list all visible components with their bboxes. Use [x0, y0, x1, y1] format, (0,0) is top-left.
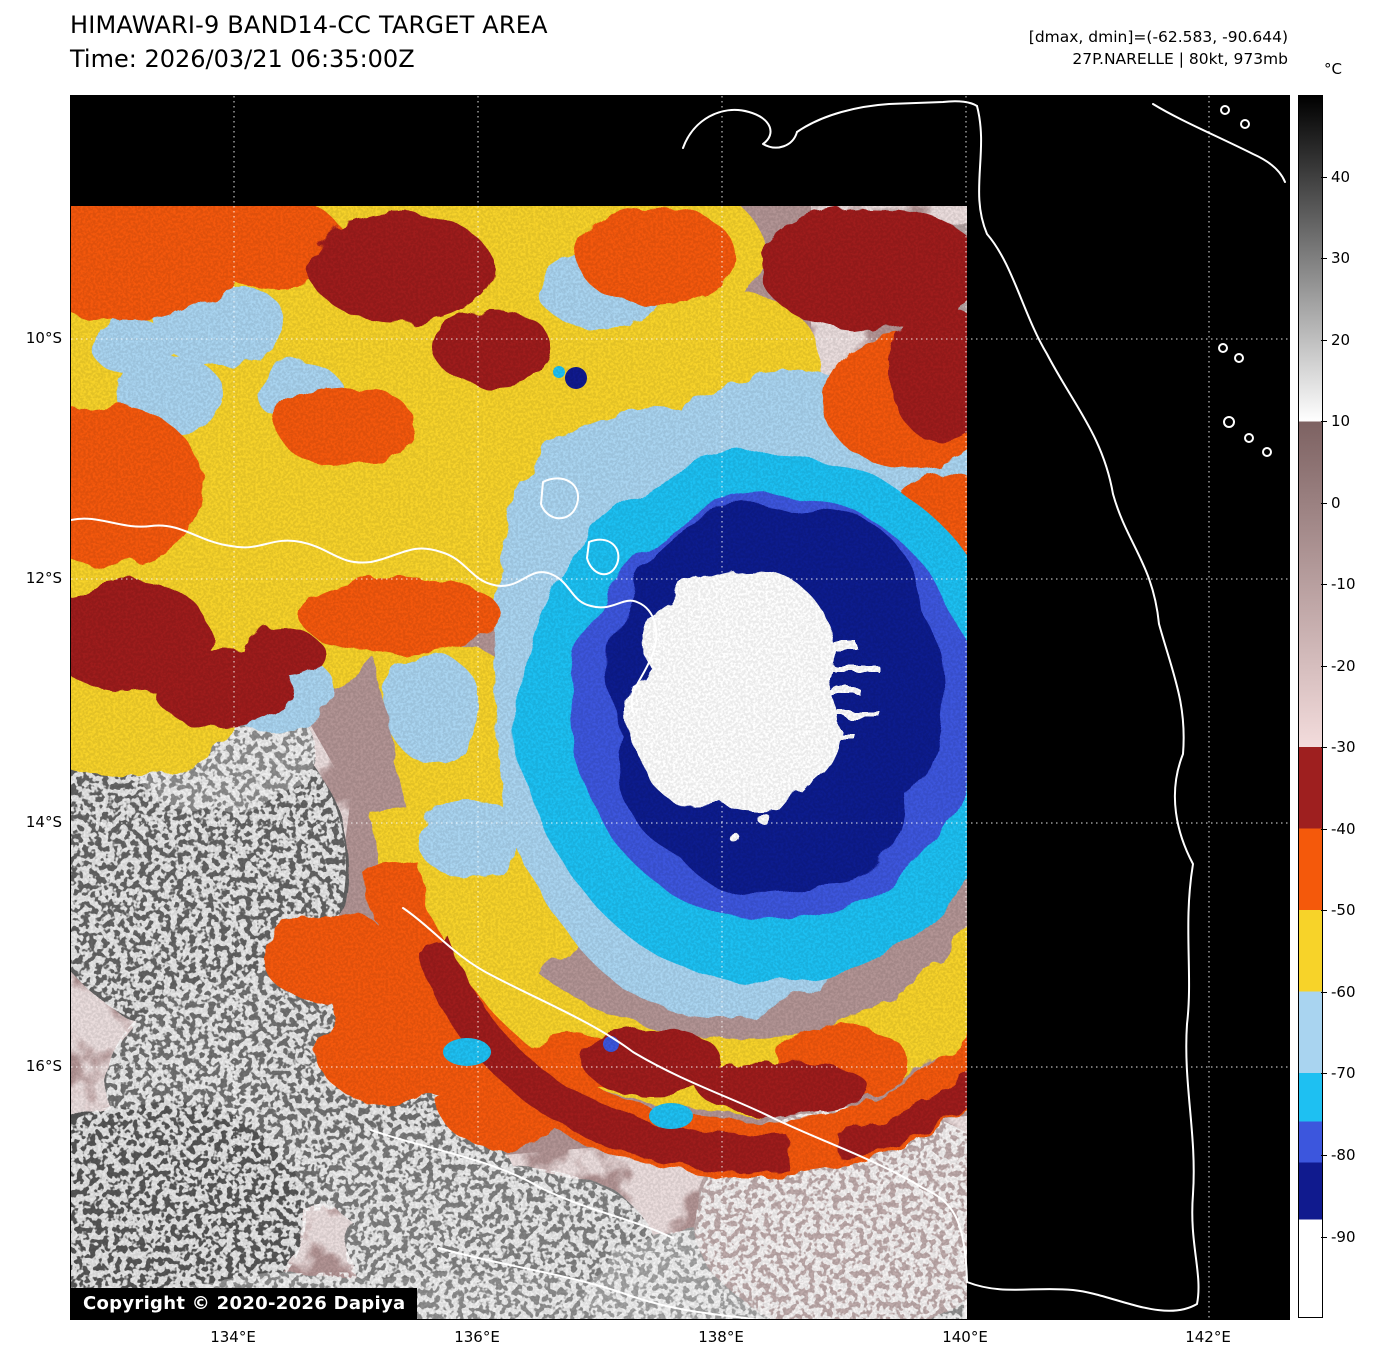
lon-label-136e: 136°E: [454, 1328, 500, 1346]
colorbar-tick: -80: [1321, 1145, 1356, 1164]
lat-label-10s: 10°S: [25, 329, 62, 347]
island-outline: [1218, 343, 1228, 353]
lat-label-14s: 14°S: [25, 813, 62, 831]
lon-label-134e: 134°E: [210, 1328, 256, 1346]
dmax-dmin-readout: [dmax, dmin]=(-62.583, -90.644): [1028, 28, 1288, 46]
island-outline: [1240, 119, 1250, 129]
copyright-badge: Copyright © 2020-2026 Dapiya: [71, 1288, 418, 1319]
island-outline: [540, 477, 580, 520]
island-outline: [1244, 433, 1254, 443]
colorbar-tick: 40: [1320, 167, 1351, 186]
satellite-imagery: [71, 206, 967, 1319]
coastline-cape-york: [966, 105, 1200, 1312]
lon-label-142e: 142°E: [1185, 1328, 1231, 1346]
colorbar-tick: 10: [1320, 412, 1351, 431]
lat-label-16s: 16°S: [25, 1057, 62, 1075]
colorbar-tick: -60: [1321, 982, 1356, 1001]
coastline-top-end: [71, 517, 658, 713]
colorbar-tick: -90: [1321, 1227, 1356, 1246]
header-readouts: [dmax, dmin]=(-62.583, -90.644) 27P.NARE…: [1029, 26, 1288, 70]
colorbar-tick: -20: [1321, 656, 1356, 675]
figure-time: Time: 2026/03/21 06:35:00Z: [70, 45, 415, 73]
colorbar-tick: -50: [1321, 901, 1356, 920]
colorbar-tick: -40: [1321, 819, 1356, 838]
figure-title: HIMAWARI-9 BAND14-CC TARGET AREA: [70, 11, 548, 39]
storm-info: 27P.NARELLE | 80kt, 973mb: [1072, 50, 1288, 68]
coastline-gulf-south: [402, 907, 968, 1283]
pixel-grain: [71, 206, 967, 1319]
colorbar-tick: 20: [1320, 330, 1351, 349]
lon-label-140e: 140°E: [942, 1328, 988, 1346]
island-outline: [586, 538, 620, 576]
colorbar-tick: -70: [1321, 1064, 1356, 1083]
colorbar-unit-label: °C: [1324, 60, 1342, 78]
colorbar-tick: 30: [1320, 249, 1351, 268]
gridlines: [71, 96, 1289, 1319]
island-outline: [1234, 353, 1244, 363]
lat-label-12s: 12°S: [25, 569, 62, 587]
colorbar-tick: 0: [1321, 493, 1341, 512]
island-outline: [1223, 416, 1235, 428]
colorbar-tick: -30: [1321, 738, 1356, 757]
coastlines: [71, 100, 1286, 1319]
map-canvas: Copyright © 2020-2026 Dapiya: [70, 95, 1290, 1320]
island-outline: [1220, 105, 1230, 115]
colorbar: [1298, 95, 1323, 1318]
lon-label-138e: 138°E: [698, 1328, 744, 1346]
colorbar-tick: -10: [1321, 575, 1356, 594]
coastline-new-guinea: [682, 108, 798, 149]
satellite-map-svg: [71, 96, 1289, 1319]
island-outline: [1262, 447, 1272, 457]
